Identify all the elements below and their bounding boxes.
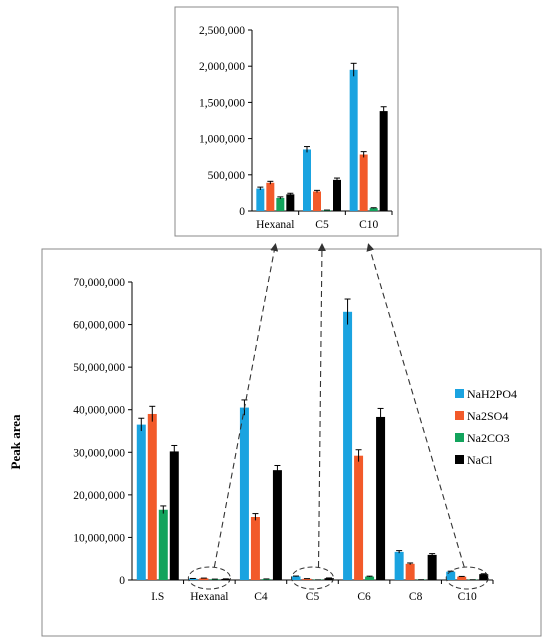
legend-label-na2co3: Na2CO3 [467, 431, 510, 445]
main-bar-na2so4-c5 [302, 578, 312, 580]
main-y-axis-label: Peak area [8, 414, 23, 469]
inset-bar-nah2po4-hexanal [256, 188, 265, 211]
main-bar-nacl-hexanal [221, 578, 231, 580]
main-x-tick-label-c4: C4 [254, 591, 268, 603]
main-chart-frame [41, 248, 542, 637]
legend: NaH2PO4 Na2SO4 Na2CO3 NaCl [455, 387, 517, 467]
inset-y-tick-label: 2,500,000 [199, 25, 245, 37]
main-y-tick-label: 70,000,000 [73, 277, 125, 289]
main-x-tick-label-c8: C8 [409, 591, 423, 603]
main-y-tick-label: 0 [119, 575, 125, 587]
inset-bar-na2co3-c5 [323, 210, 331, 211]
zoom-arrow-hexanal [213, 243, 279, 568]
main-chart: 0 10,000,000 20,000,000 30,000,000 40,000,00… [73, 277, 494, 603]
legend-swatch-nah2po4 [455, 389, 464, 398]
main-x-tick-label-c6: C6 [357, 591, 371, 603]
inset-x-tick-label-c5: C5 [315, 219, 329, 231]
inset-bar-na2so4-c5 [313, 191, 321, 211]
main-bar-nacl-c5 [324, 578, 334, 580]
highlight-ellipse-c10 [445, 566, 489, 590]
legend-label-nah2po4: NaH2PO4 [467, 387, 517, 401]
main-bar-na2co3-c4 [261, 579, 271, 580]
highlight-ellipse-c5 [291, 566, 334, 590]
main-bar-nacl-c4 [272, 470, 282, 580]
inset-y-tick-label: 1,500,000 [199, 97, 245, 109]
main-x-tick-label-hexanal: Hexanal [190, 591, 228, 603]
main-bar-nah2po4-hexanal [188, 578, 198, 580]
inset-y-tick-label: 0 [239, 206, 245, 218]
inset-bar-na2so4-hexanal [266, 182, 275, 211]
inset-bar-nacl-c10 [379, 111, 388, 211]
main-x-tick-label-c5: C5 [306, 591, 320, 603]
main-x-tick-label-i-s: I.S [151, 591, 164, 603]
main-bar-na2so4-hexanal [199, 578, 209, 580]
main-bar-nah2po4-c4 [239, 407, 249, 580]
main-x-tick-label-c10: C10 [458, 591, 477, 603]
zoom-arrow-c10 [366, 243, 465, 568]
inset-y-tick-label: 2,000,000 [199, 61, 245, 73]
legend-swatch-na2co3 [455, 433, 464, 442]
main-bar-nah2po4-c8 [394, 551, 404, 580]
main-bar-na2so4-c8 [405, 563, 415, 580]
zoom-arrows [187, 243, 489, 590]
main-y-tick-label: 10,000,000 [73, 532, 125, 544]
inset-bar-na2co3-hexanal [276, 197, 285, 211]
legend-swatch-nacl [455, 455, 464, 464]
inset-y-tick-label: 500,000 [208, 170, 246, 182]
main-bar-nah2po4-c5 [291, 576, 301, 580]
main-bar-na2so4-c4 [250, 516, 260, 580]
main-y-tick-label: 60,000,000 [73, 320, 125, 332]
main-bar-nah2po4-i-s [136, 424, 146, 580]
inset-x-tick-label-hexanal: Hexanal [256, 219, 294, 231]
main-y-tick-label: 40,000,000 [73, 405, 125, 417]
main-bar-nah2po4-c10 [446, 571, 456, 580]
main-bar-na2so4-c10 [457, 576, 467, 580]
main-y-tick-label: 50,000,000 [73, 362, 125, 374]
inset-bar-na2so4-c10 [359, 154, 368, 211]
main-bar-nacl-c6 [376, 416, 386, 580]
inset-y-tick-label: 1,000,000 [199, 134, 245, 146]
inset-bar-nacl-hexanal [286, 194, 295, 211]
legend-swatch-na2so4 [455, 411, 464, 420]
inset-bar-nacl-c5 [333, 179, 341, 211]
main-bar-nah2po4-c6 [343, 311, 353, 580]
legend-label-na2so4: Na2SO4 [467, 409, 508, 423]
legend-label-nacl: NaCl [467, 453, 493, 467]
main-bar-na2so4-i-s [147, 413, 157, 580]
main-bar-na2co3-hexanal [210, 579, 220, 580]
zoom-arrow-c5 [317, 243, 326, 568]
inset-chart: 0 500,000 1,000,000 1,500,000 2,000,000 2,500… [199, 25, 393, 231]
main-bar-na2co3-i-s [158, 509, 168, 580]
inset-bar-nah2po4-c10 [349, 69, 358, 211]
highlight-ellipse-hexanal [187, 566, 231, 590]
inset-bar-nah2po4-c5 [303, 149, 311, 211]
main-bar-na2so4-c6 [354, 455, 364, 580]
main-bar-na2co3-c6 [365, 576, 375, 580]
main-bar-nacl-c8 [427, 554, 437, 580]
main-y-tick-label: 30,000,000 [73, 447, 125, 459]
main-bar-nacl-c10 [479, 574, 489, 580]
inset-bar-na2co3-c10 [369, 208, 378, 211]
inset-x-tick-label-c10: C10 [359, 219, 378, 231]
main-y-tick-label: 20,000,000 [73, 490, 125, 502]
main-bar-nacl-i-s [169, 451, 179, 580]
